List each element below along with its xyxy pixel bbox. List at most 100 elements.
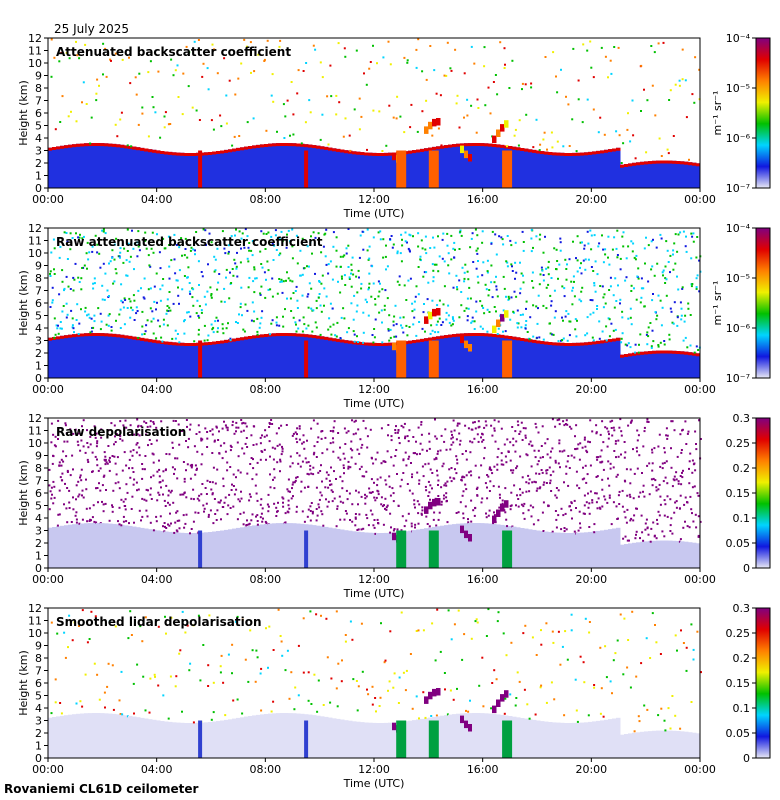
bl-cell — [120, 334, 125, 378]
noise-cell — [356, 291, 359, 294]
bl-cell — [152, 149, 157, 188]
noise-cell — [605, 325, 608, 328]
noise-cell — [385, 483, 388, 486]
noise-cell — [267, 666, 269, 669]
bl-cell — [340, 339, 345, 378]
colorbar-tick-label: 10⁻⁶ — [726, 132, 751, 145]
bl-cell — [472, 523, 477, 568]
noise-cell — [516, 465, 519, 468]
bl-top-cell — [152, 339, 157, 343]
bl-cell — [316, 145, 321, 188]
noise-cell — [537, 460, 540, 463]
noise-cell — [345, 512, 348, 515]
cloud-cell — [492, 705, 497, 714]
bl-top-cell — [488, 333, 493, 337]
bl-top-cell — [524, 338, 529, 342]
bl-cell — [164, 341, 169, 378]
noise-cell — [457, 609, 460, 612]
noise-cell — [238, 135, 241, 137]
noise-cell — [509, 459, 512, 462]
bl-cell — [492, 144, 497, 188]
noise-cell — [607, 437, 610, 440]
noise-cell — [50, 621, 53, 624]
noise-cell — [556, 140, 559, 143]
noise-cell — [552, 51, 555, 54]
bl-top-cell — [92, 333, 97, 336]
noise-cell — [402, 331, 405, 334]
bl-cell — [668, 540, 673, 568]
noise-cell — [601, 505, 604, 508]
noise-cell — [52, 454, 54, 457]
noise-cell — [235, 426, 238, 429]
noise-cell — [197, 614, 200, 617]
noise-cell — [367, 258, 370, 261]
noise-cell — [362, 331, 365, 334]
noise-cell — [565, 310, 568, 313]
noise-cell — [508, 297, 511, 300]
noise-cell — [374, 458, 377, 461]
bl-cell — [676, 541, 681, 568]
noise-cell — [85, 478, 87, 481]
noise-cell — [96, 243, 99, 246]
noise-cell — [435, 263, 438, 266]
noise-cell — [678, 540, 681, 543]
noise-cell — [583, 494, 586, 497]
noise-cell — [326, 448, 329, 451]
bl-cell — [60, 335, 65, 378]
noise-cell — [565, 268, 568, 270]
noise-cell — [75, 498, 77, 501]
noise-cell — [119, 327, 122, 329]
noise-cell — [473, 514, 476, 517]
noise-cell — [147, 489, 149, 492]
noise-cell — [594, 290, 597, 293]
noise-cell — [637, 351, 640, 354]
noise-cell — [104, 502, 107, 505]
noise-cell — [570, 280, 573, 283]
noise-cell — [540, 469, 543, 471]
noise-cell — [644, 262, 646, 265]
noise-cell — [269, 455, 271, 458]
noise-cell — [156, 499, 159, 502]
noise-cell — [320, 282, 323, 285]
noise-cell — [347, 430, 350, 433]
noise-cell — [387, 329, 390, 332]
bl-cell — [104, 333, 109, 378]
bl-top-cell — [156, 150, 161, 154]
noise-cell — [417, 232, 420, 235]
noise-cell — [400, 324, 402, 327]
bl-top-cell — [664, 160, 669, 164]
bl-cell — [600, 530, 605, 568]
noise-cell — [522, 249, 525, 252]
noise-cell — [265, 522, 268, 524]
noise-cell — [486, 330, 489, 333]
noise-cell — [404, 437, 406, 440]
noise-cell — [601, 285, 604, 288]
noise-cell — [212, 522, 215, 525]
noise-cell — [265, 458, 267, 461]
noise-cell — [342, 464, 345, 467]
noise-cell — [588, 526, 591, 528]
noise-cell — [544, 56, 547, 58]
noise-cell — [343, 472, 345, 475]
noise-cell — [646, 464, 649, 467]
noise-cell — [176, 457, 179, 460]
noise-cell — [221, 506, 224, 508]
noise-cell — [231, 483, 233, 486]
bl-cell — [624, 164, 629, 188]
noise-cell — [260, 709, 263, 712]
noise-cell — [496, 93, 499, 96]
noise-cell — [139, 625, 142, 628]
bl-cell — [568, 153, 573, 188]
noise-cell — [574, 678, 577, 681]
noise-cell — [210, 718, 213, 721]
noise-cell — [263, 60, 266, 62]
bl-cell — [592, 531, 597, 568]
bl-cell — [184, 723, 189, 758]
noise-cell — [434, 497, 437, 500]
noise-cell — [246, 446, 249, 448]
noise-cell — [176, 510, 179, 513]
noise-cell — [303, 323, 306, 326]
noise-cell — [688, 526, 691, 529]
noise-cell — [65, 455, 68, 458]
noise-cell — [52, 480, 55, 483]
